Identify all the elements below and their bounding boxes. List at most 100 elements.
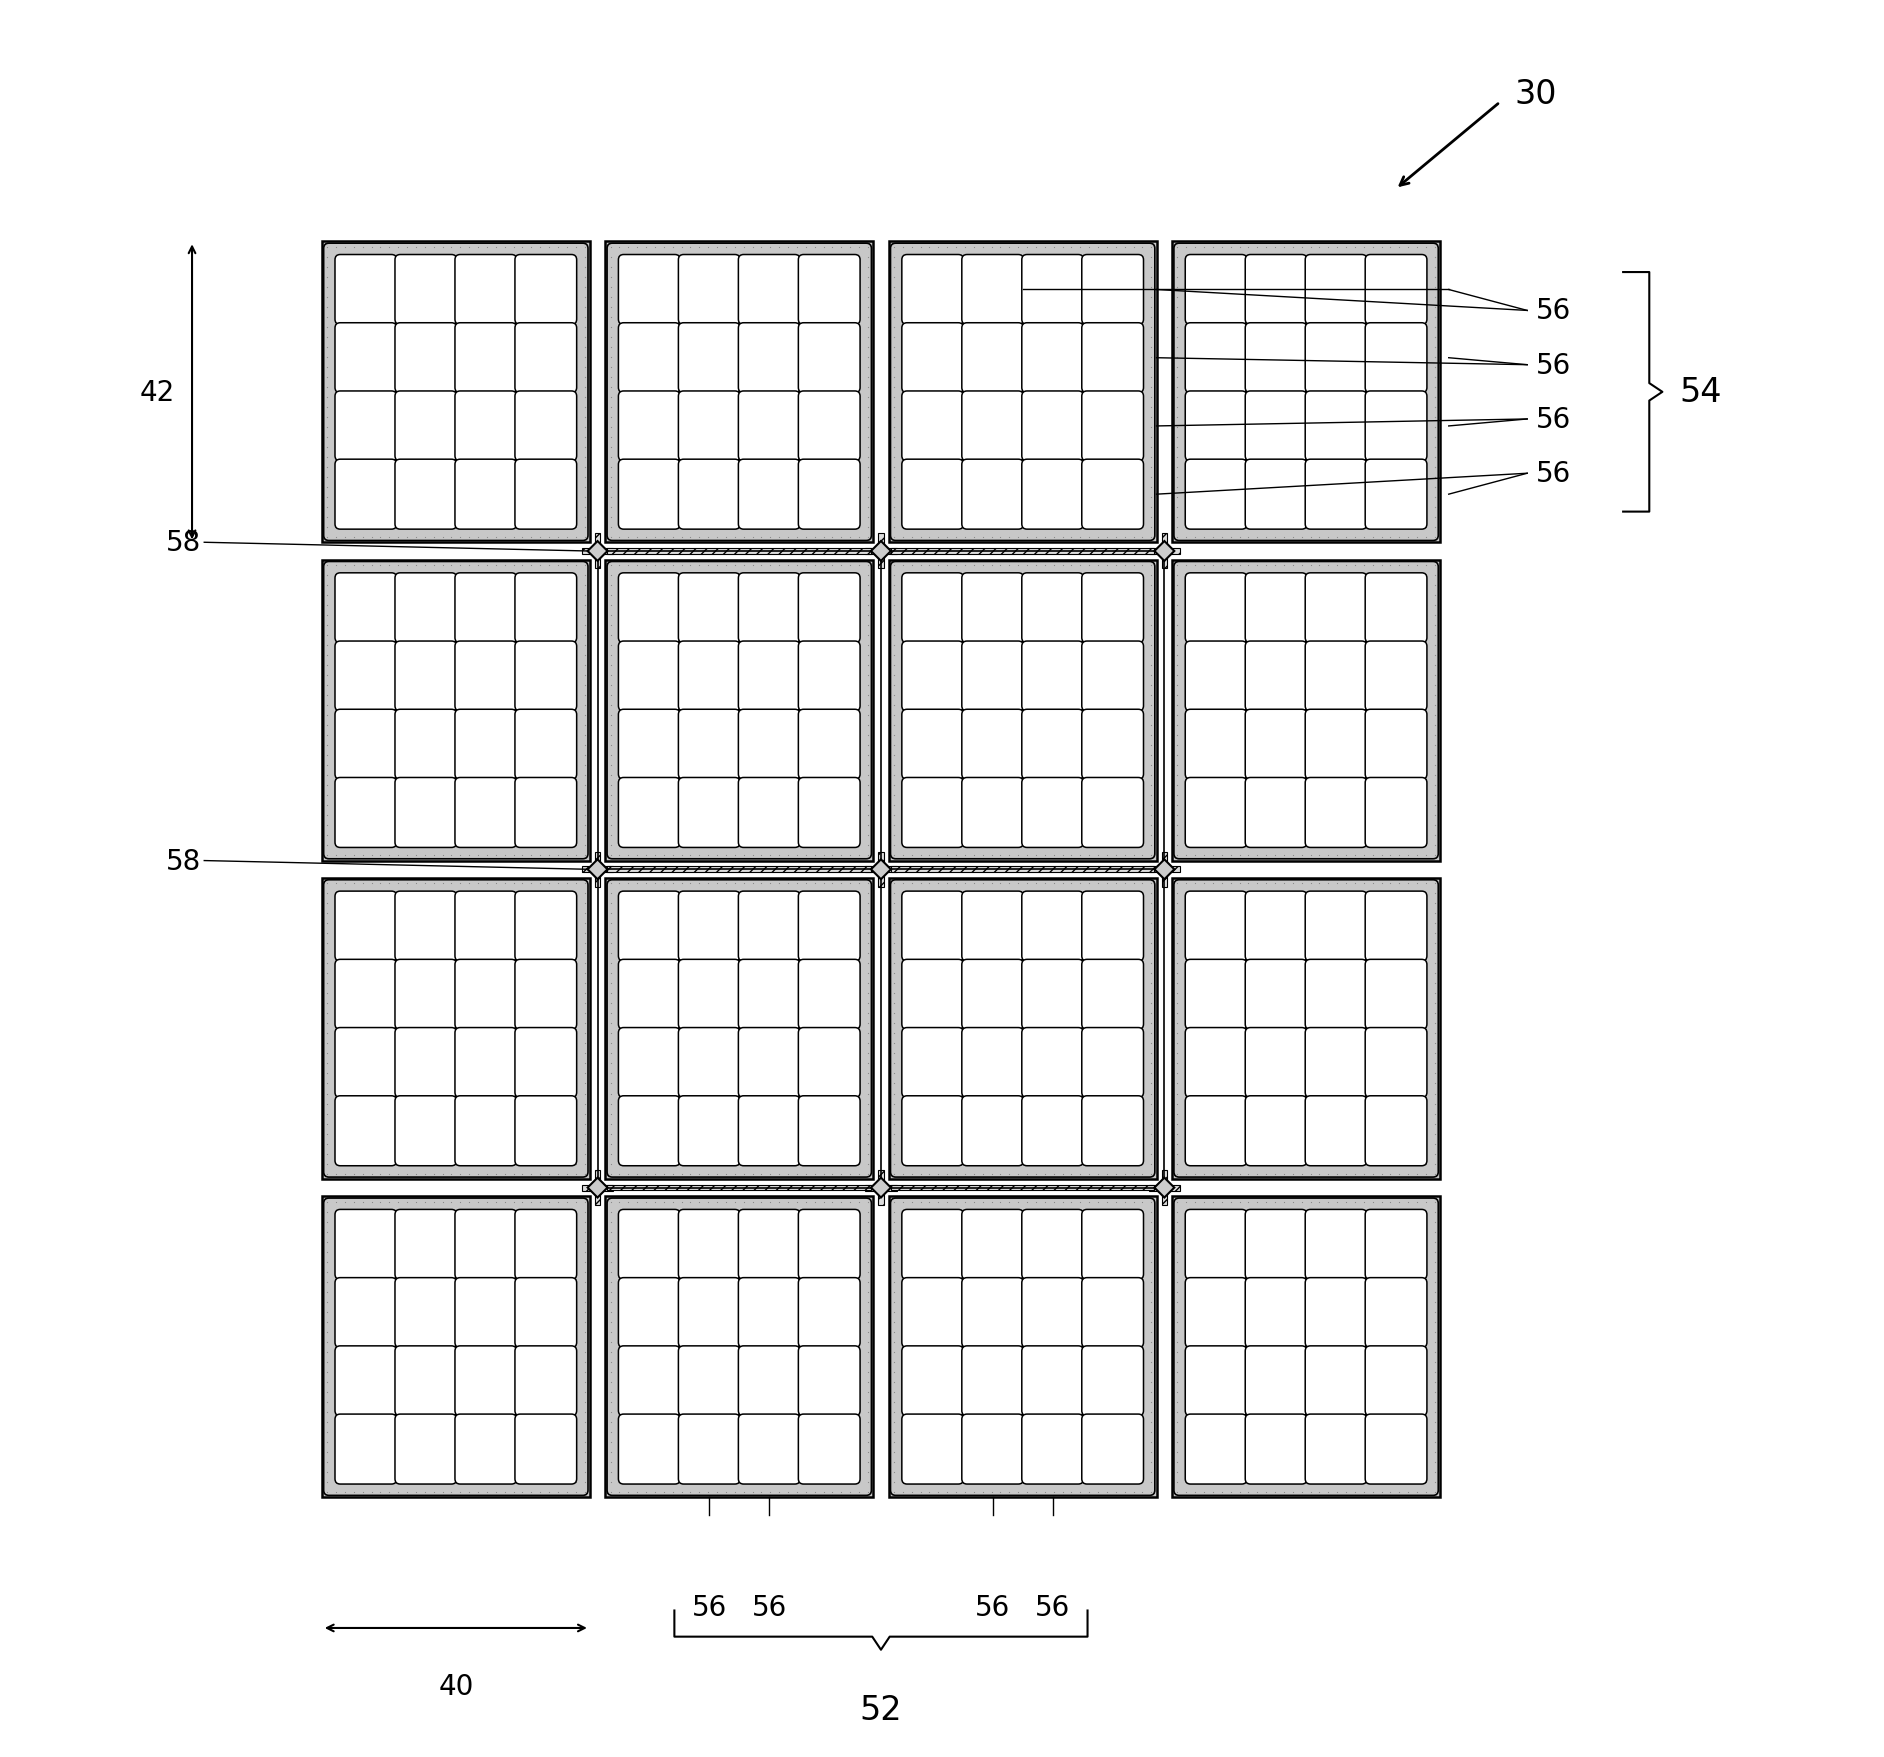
Point: [1074, 1228, 1104, 1256]
Point: [375, 989, 405, 1017]
Point: [641, 1228, 671, 1256]
Point: [507, 1019, 537, 1047]
Point: [1110, 1298, 1140, 1327]
Point: [1110, 304, 1140, 332]
Point: [1304, 919, 1334, 947]
Point: [605, 274, 635, 302]
Point: [648, 383, 678, 411]
Point: [835, 910, 865, 938]
Point: [1012, 1010, 1042, 1038]
Point: [1127, 1337, 1157, 1365]
Point: [445, 1269, 475, 1297]
Point: [1002, 1051, 1032, 1079]
Point: [569, 413, 599, 441]
Point: [1287, 353, 1317, 381]
Point: [976, 513, 1006, 541]
Point: [347, 592, 377, 620]
Point: [437, 782, 467, 810]
Point: [791, 1019, 821, 1047]
Point: [1100, 1188, 1130, 1216]
Point: [1215, 1051, 1245, 1079]
Point: [940, 722, 970, 750]
Point: [1375, 1418, 1405, 1446]
Point: [703, 374, 733, 402]
Point: [1313, 483, 1343, 511]
Point: [897, 494, 927, 522]
Point: [887, 601, 918, 629]
Point: [933, 1198, 963, 1226]
Point: [356, 831, 386, 859]
Point: [1242, 383, 1272, 411]
Point: [569, 1348, 599, 1376]
Point: [330, 722, 360, 750]
Point: [499, 712, 529, 740]
Point: [320, 1288, 350, 1316]
Point: [906, 374, 936, 402]
Point: [612, 323, 642, 351]
Point: [835, 423, 865, 452]
Point: [437, 253, 467, 281]
Point: [356, 1469, 386, 1497]
Point: [667, 513, 697, 541]
Point: [612, 552, 642, 580]
Point: [1110, 641, 1140, 669]
Point: [320, 1318, 350, 1346]
Point: [674, 1298, 705, 1327]
Point: [674, 763, 705, 791]
Point: [533, 323, 563, 351]
Point: [887, 731, 918, 759]
Point: [985, 1019, 1015, 1047]
Point: [667, 1051, 697, 1079]
Point: [526, 1247, 556, 1276]
Point: [808, 940, 838, 968]
Point: [1136, 344, 1166, 372]
Point: [1189, 919, 1219, 947]
Point: [933, 1428, 963, 1457]
Point: [1287, 404, 1317, 432]
Point: [437, 1000, 467, 1028]
Point: [1031, 344, 1061, 372]
Point: [1127, 812, 1157, 840]
Point: [1093, 1458, 1123, 1486]
Point: [1260, 592, 1291, 620]
Point: [552, 1030, 582, 1058]
Point: [818, 513, 848, 541]
Point: [1198, 592, 1228, 620]
Point: [471, 792, 501, 821]
Point: [720, 323, 750, 351]
Point: [684, 601, 714, 629]
Point: [940, 264, 970, 292]
Point: [799, 1100, 829, 1128]
Point: [772, 1269, 803, 1297]
Point: [684, 771, 714, 799]
Point: [950, 1478, 980, 1506]
Point: [1048, 234, 1078, 262]
Point: [320, 423, 350, 452]
Point: [1340, 313, 1370, 341]
Point: [365, 1198, 396, 1226]
Point: [1215, 344, 1245, 372]
Point: [622, 763, 652, 791]
Point: [375, 1239, 405, 1267]
Point: [533, 1030, 563, 1058]
FancyBboxPatch shape: [963, 460, 1023, 531]
Point: [1358, 1369, 1389, 1397]
Point: [382, 334, 413, 362]
Point: [595, 234, 625, 262]
Bar: [1172, 242, 1439, 543]
Point: [1002, 1119, 1032, 1147]
Point: [674, 313, 705, 341]
Point: [1330, 443, 1360, 471]
Point: [1358, 571, 1389, 599]
Point: [693, 364, 723, 392]
Point: [1021, 959, 1051, 987]
Point: [1206, 1437, 1236, 1465]
Point: [703, 483, 733, 511]
Point: [1385, 1258, 1415, 1286]
Point: [437, 831, 467, 859]
Point: [1340, 304, 1370, 332]
Point: [1074, 1348, 1104, 1376]
Point: [1304, 383, 1334, 411]
Point: [782, 611, 812, 640]
Point: [631, 1188, 661, 1216]
